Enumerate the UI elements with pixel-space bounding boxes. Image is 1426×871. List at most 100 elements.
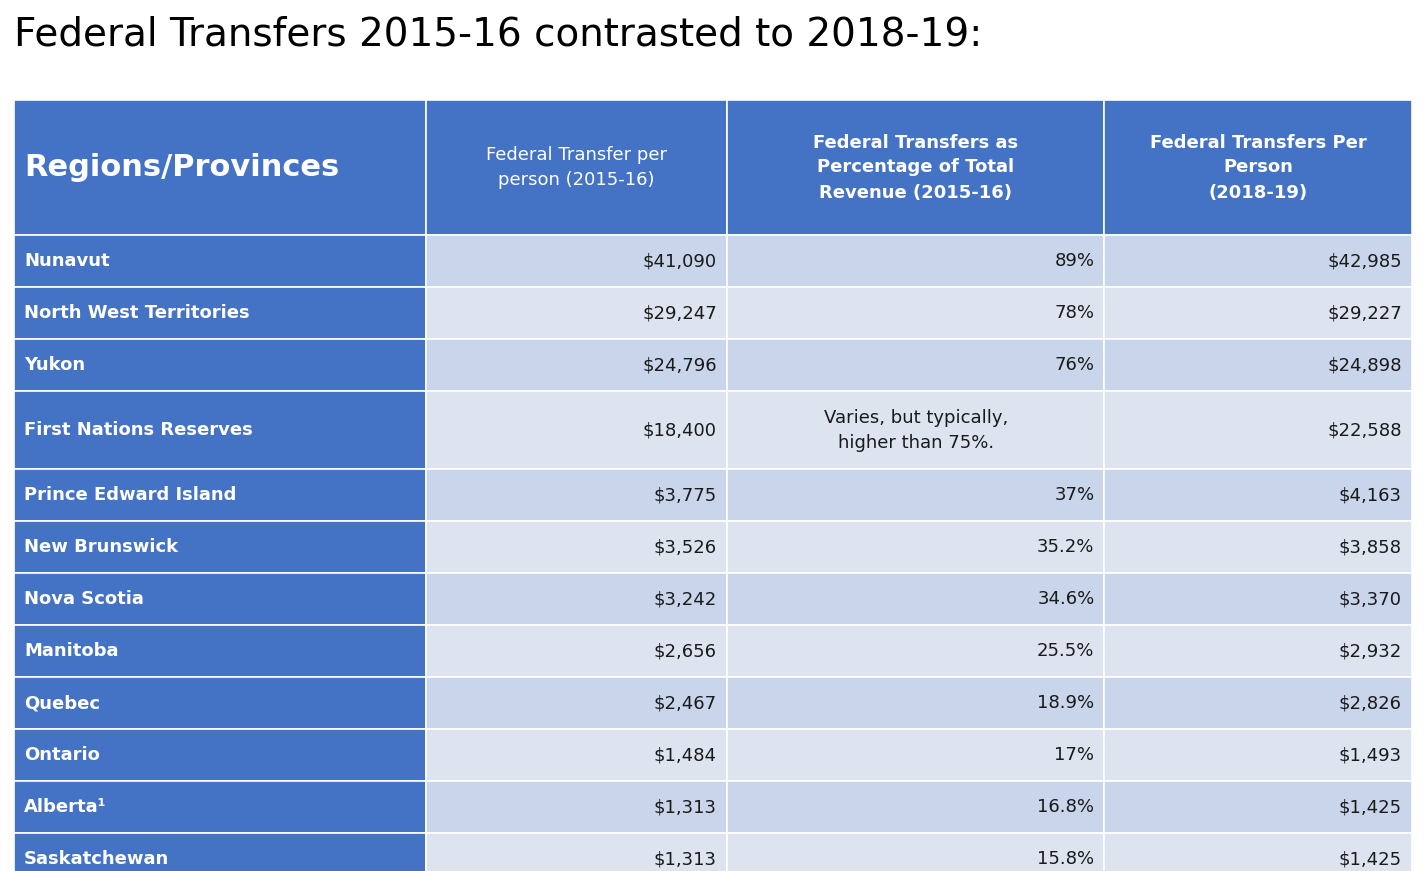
Text: Nunavut: Nunavut (24, 252, 110, 270)
Bar (426, 573, 727, 625)
Bar (14, 521, 426, 573)
Text: $3,242: $3,242 (653, 590, 717, 608)
Bar (426, 287, 727, 339)
Bar (14, 391, 426, 469)
Text: $1,425: $1,425 (1339, 798, 1402, 816)
Bar (1105, 781, 1412, 833)
Text: Federal Transfers Per
Person
(2018-19): Federal Transfers Per Person (2018-19) (1149, 133, 1366, 201)
Bar (727, 833, 1105, 871)
Text: 76%: 76% (1054, 356, 1094, 374)
Text: 35.2%: 35.2% (1037, 538, 1094, 556)
Text: 17%: 17% (1054, 746, 1094, 764)
Bar (727, 677, 1105, 729)
Text: 34.6%: 34.6% (1037, 590, 1094, 608)
Text: Regions/Provinces: Regions/Provinces (24, 153, 339, 182)
Text: Ontario: Ontario (24, 746, 100, 764)
Text: North West Territories: North West Territories (24, 304, 250, 322)
Bar (14, 573, 426, 625)
Bar (14, 729, 426, 781)
Text: Federal Transfer per
person (2015-16): Federal Transfer per person (2015-16) (486, 146, 667, 189)
Text: $2,467: $2,467 (655, 694, 717, 712)
Bar (1105, 573, 1412, 625)
Bar (727, 521, 1105, 573)
Text: Varies, but typically,
higher than 75%.: Varies, but typically, higher than 75%. (824, 408, 1008, 451)
Bar (426, 391, 727, 469)
Text: Quebec: Quebec (24, 694, 100, 712)
Text: $1,313: $1,313 (655, 798, 717, 816)
Text: $1,313: $1,313 (655, 850, 717, 868)
Bar (727, 339, 1105, 391)
Bar (14, 287, 426, 339)
Text: $4,163: $4,163 (1339, 486, 1402, 504)
Bar (1105, 625, 1412, 677)
Text: $2,826: $2,826 (1339, 694, 1402, 712)
Text: First Nations Reserves: First Nations Reserves (24, 421, 252, 439)
Text: $1,484: $1,484 (655, 746, 717, 764)
Text: $29,247: $29,247 (642, 304, 717, 322)
Bar (727, 729, 1105, 781)
Bar (1105, 469, 1412, 521)
Bar (1105, 339, 1412, 391)
Text: Yukon: Yukon (24, 356, 86, 374)
Bar (1105, 729, 1412, 781)
Bar (14, 833, 426, 871)
Text: $3,775: $3,775 (653, 486, 717, 504)
Text: Federal Transfers 2015-16 contrasted to 2018-19:: Federal Transfers 2015-16 contrasted to … (14, 15, 983, 53)
Bar (426, 833, 727, 871)
Text: $3,526: $3,526 (655, 538, 717, 556)
Bar (1105, 521, 1412, 573)
Bar (426, 521, 727, 573)
Text: 25.5%: 25.5% (1037, 642, 1094, 660)
Bar (14, 677, 426, 729)
Bar (426, 729, 727, 781)
Text: $2,656: $2,656 (655, 642, 717, 660)
Bar (426, 339, 727, 391)
Text: New Brunswick: New Brunswick (24, 538, 178, 556)
Text: 37%: 37% (1054, 486, 1094, 504)
Text: $3,858: $3,858 (1339, 538, 1402, 556)
Bar (14, 339, 426, 391)
Bar (727, 469, 1105, 521)
Text: Nova Scotia: Nova Scotia (24, 590, 144, 608)
Text: 18.9%: 18.9% (1037, 694, 1094, 712)
Bar (727, 781, 1105, 833)
Bar (14, 469, 426, 521)
Bar (426, 100, 727, 235)
Bar (14, 781, 426, 833)
Bar (14, 625, 426, 677)
Bar (426, 781, 727, 833)
Text: Manitoba: Manitoba (24, 642, 118, 660)
Text: $1,425: $1,425 (1339, 850, 1402, 868)
Bar (1105, 677, 1412, 729)
Bar (426, 677, 727, 729)
Text: 16.8%: 16.8% (1038, 798, 1094, 816)
Bar (727, 391, 1105, 469)
Text: 89%: 89% (1054, 252, 1094, 270)
Bar (426, 235, 727, 287)
Text: $1,493: $1,493 (1339, 746, 1402, 764)
Text: 15.8%: 15.8% (1037, 850, 1094, 868)
Text: $3,370: $3,370 (1339, 590, 1402, 608)
Bar (426, 469, 727, 521)
Bar (14, 100, 426, 235)
Text: $18,400: $18,400 (643, 421, 717, 439)
Bar (727, 100, 1105, 235)
Bar (1105, 100, 1412, 235)
Text: $42,985: $42,985 (1328, 252, 1402, 270)
Bar (727, 287, 1105, 339)
Bar (727, 573, 1105, 625)
Text: Prince Edward Island: Prince Edward Island (24, 486, 237, 504)
Text: Federal Transfers as
Percentage of Total
Revenue (2015-16): Federal Transfers as Percentage of Total… (813, 133, 1018, 201)
Bar (14, 235, 426, 287)
Bar (1105, 287, 1412, 339)
Text: Alberta¹: Alberta¹ (24, 798, 107, 816)
Text: Saskatchewan: Saskatchewan (24, 850, 170, 868)
Text: $2,932: $2,932 (1339, 642, 1402, 660)
Bar (727, 235, 1105, 287)
Bar (1105, 235, 1412, 287)
Bar (1105, 391, 1412, 469)
Text: $41,090: $41,090 (643, 252, 717, 270)
Text: $22,588: $22,588 (1328, 421, 1402, 439)
Bar (727, 625, 1105, 677)
Text: $24,796: $24,796 (642, 356, 717, 374)
